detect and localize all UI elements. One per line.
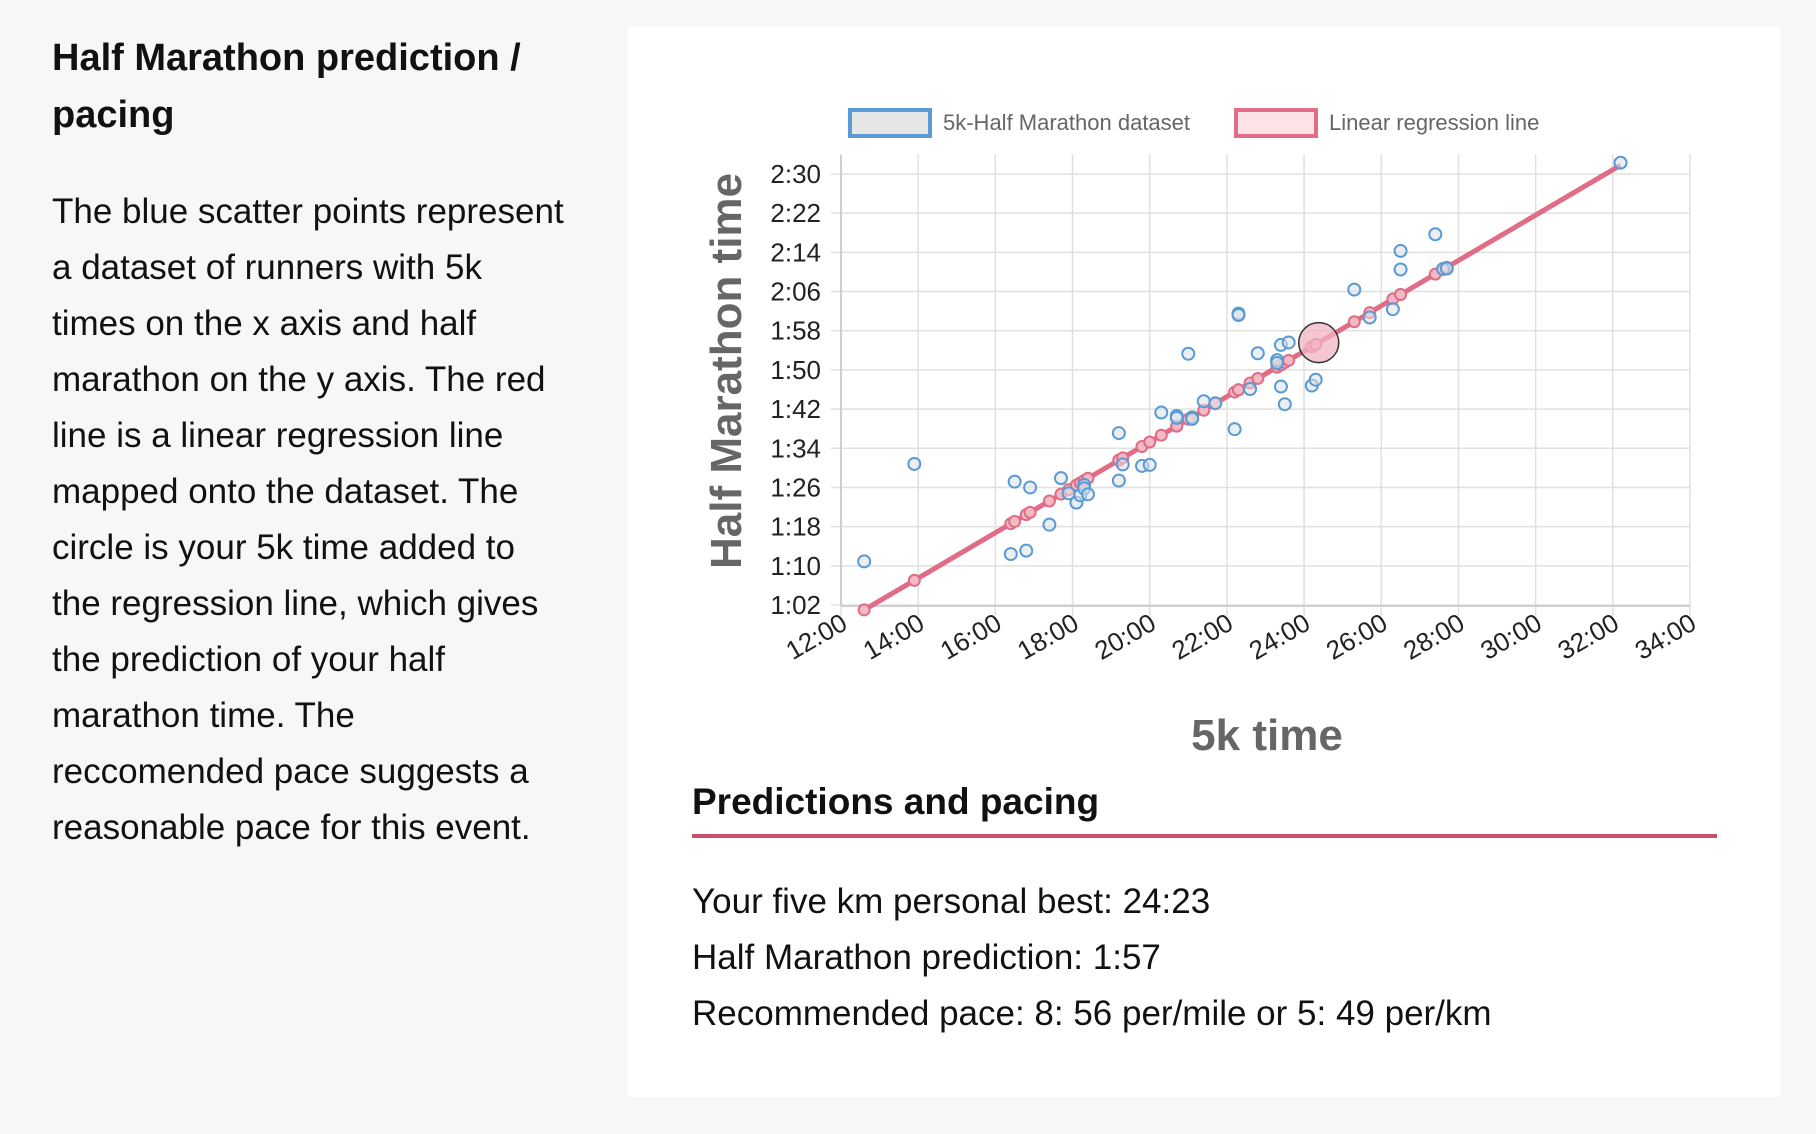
scatter-point — [1003, 547, 1018, 562]
page-title: Half Marathon prediction / pacing — [52, 37, 521, 136]
x-tick-label: 24:00 — [1244, 607, 1315, 666]
legend-label-regression[interactable]: Linear regression line — [1329, 110, 1539, 135]
scatter-point — [1393, 243, 1408, 258]
y-tick-label: 1:10 — [770, 551, 821, 581]
predictions-heading: Predictions and pacing — [692, 777, 1717, 838]
scatter-point — [1281, 335, 1296, 350]
y-axis: 1:02 1:10 1:18 1:26 1:34 1:42 1:50 1:58 2:06 2:14… — [770, 159, 821, 620]
scatter-point — [1053, 471, 1068, 486]
y-tick-label: 2:30 — [770, 159, 821, 189]
legend-swatch-regression[interactable] — [1234, 108, 1318, 138]
x-tick-label: 30:00 — [1475, 607, 1546, 666]
regression-point — [1231, 383, 1245, 397]
x-tick-label: 32:00 — [1552, 607, 1623, 666]
x-tick-label: 20:00 — [1089, 607, 1160, 666]
x-tick-label: 26:00 — [1321, 607, 1392, 666]
legend-swatch-dataset[interactable] — [848, 108, 932, 138]
y-tick-label: 1:58 — [770, 316, 821, 346]
y-tick-label: 1:26 — [770, 472, 821, 502]
scatter-point — [1385, 302, 1400, 317]
scatter-point — [1273, 379, 1288, 394]
scatter-point — [1019, 543, 1034, 558]
scatter-point — [1428, 227, 1443, 242]
scatter-point — [1111, 473, 1126, 488]
y-tick-label: 2:06 — [770, 277, 821, 307]
scatter-point — [1362, 310, 1377, 325]
regression-point — [1251, 371, 1265, 385]
scatter-point — [1208, 396, 1223, 411]
x-axis: 12:00 14:00 16:00 18:00 20:00 22:00 24:00 26:00… — [781, 607, 1701, 666]
scatter-point — [1347, 282, 1362, 297]
scatter-point — [1231, 308, 1246, 323]
regression-point — [1023, 505, 1037, 519]
scatter-point — [1270, 356, 1285, 371]
regression-point — [1282, 353, 1296, 367]
y-tick-label: 1:42 — [770, 394, 821, 424]
scatter-point — [907, 456, 922, 471]
description-panel: Half Marathon prediction / pacing The bl… — [52, 30, 572, 856]
x-tick-label: 34:00 — [1630, 607, 1701, 666]
half-marathon-prediction-text: Half Marathon prediction: 1:57 — [692, 938, 1161, 977]
scatter-series — [857, 155, 1628, 569]
x-tick-label: 16:00 — [935, 607, 1006, 666]
scatter-point — [1277, 397, 1292, 412]
chart-description: The blue scatter points represent a data… — [52, 192, 564, 847]
scatter-point — [1613, 155, 1628, 170]
chart-grid — [831, 154, 1691, 616]
scatter-point — [1308, 372, 1323, 387]
regression-series — [857, 163, 1622, 617]
regression-point — [1143, 435, 1157, 449]
y-tick-label: 1:50 — [770, 355, 821, 385]
regression-point — [1042, 494, 1056, 508]
scatter-chart: 5k-Half Marathon dataset Linear regressi… — [702, 108, 1701, 760]
regression-point — [1154, 428, 1168, 442]
chart-legend[interactable]: 5k-Half Marathon dataset Linear regressi… — [848, 108, 1539, 138]
scatter-point — [1393, 262, 1408, 277]
scatter-point — [1243, 382, 1258, 397]
chart-card: 5k-Half Marathon dataset Linear regressi… — [628, 27, 1780, 1097]
scatter-point — [857, 554, 872, 569]
x-tick-label: 14:00 — [858, 607, 929, 666]
scatter-point — [1115, 457, 1130, 472]
regression-point — [1008, 514, 1022, 528]
y-tick-label: 1:18 — [770, 512, 821, 542]
y-tick-label: 2:22 — [770, 198, 821, 228]
user-time-marker — [1298, 321, 1340, 364]
scatter-point — [1227, 422, 1242, 437]
predictions-section: Predictions and pacing Your five km pers… — [692, 777, 1717, 1042]
scatter-point — [1142, 457, 1157, 472]
legend-label-dataset[interactable]: 5k-Half Marathon dataset — [943, 110, 1190, 135]
y-tick-label: 2:14 — [770, 237, 821, 267]
regression-point — [857, 603, 871, 617]
scatter-point — [1181, 346, 1196, 361]
scatter-point — [1042, 517, 1057, 532]
scatter-point — [1250, 346, 1265, 361]
y-tick-label: 1:02 — [770, 590, 821, 620]
x-axis-title: 5k time — [1191, 711, 1343, 760]
x-tick-label: 28:00 — [1398, 607, 1469, 666]
scatter-point — [1185, 411, 1200, 426]
regression-point — [907, 573, 921, 587]
scatter-point — [1111, 426, 1126, 441]
scatter-point — [1196, 394, 1211, 409]
scatter-point — [1007, 474, 1022, 489]
regression-point — [1394, 288, 1408, 302]
personal-best-text: Your five km personal best: 24:23 — [692, 882, 1211, 921]
user-time-circle — [1298, 321, 1340, 364]
scatter-point — [1169, 410, 1184, 425]
y-axis-title: Half Marathon time — [702, 173, 751, 569]
scatter-point — [1439, 261, 1454, 276]
scatter-point — [1080, 487, 1095, 502]
regression-point — [1347, 315, 1361, 329]
scatter-point — [1023, 480, 1038, 495]
scatter-point — [1154, 405, 1169, 420]
y-tick-label: 1:34 — [770, 433, 821, 463]
x-tick-label: 18:00 — [1012, 607, 1083, 666]
recommended-pace-text: Recommended pace: 8: 56 per/mile or 5: 4… — [692, 994, 1492, 1033]
x-tick-label: 22:00 — [1167, 607, 1238, 666]
